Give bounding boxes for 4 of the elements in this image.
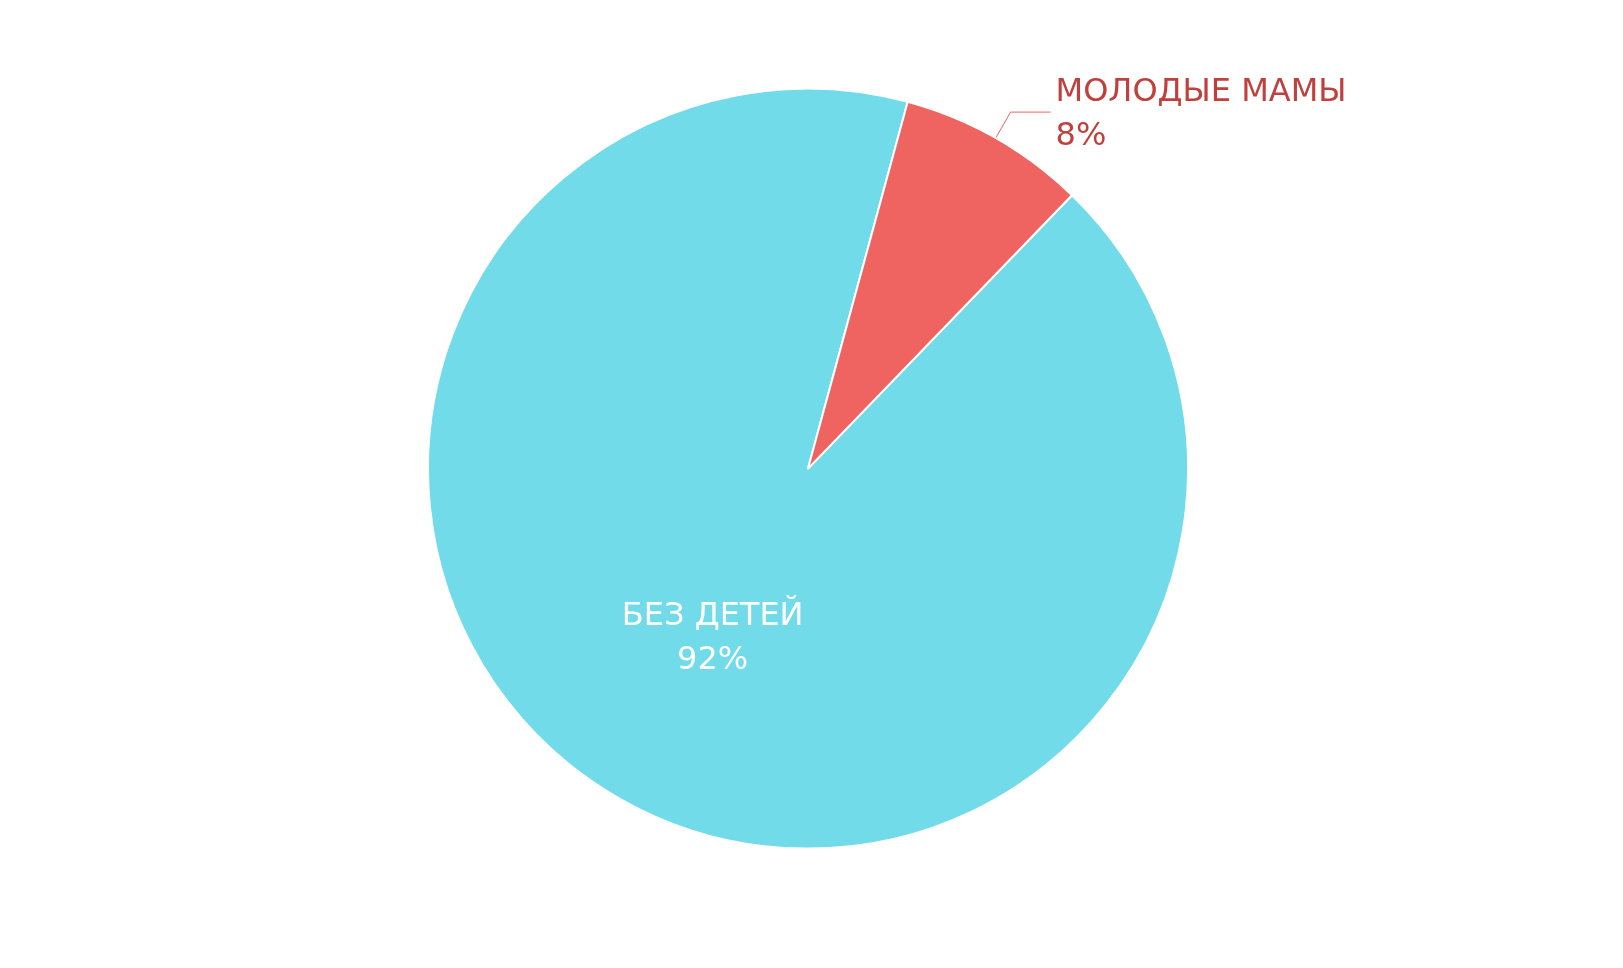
slice-label: БЕЗ ДЕТЕЙ bbox=[621, 595, 804, 634]
data-label: 92% bbox=[677, 639, 749, 678]
data-label: 8% bbox=[1055, 115, 1107, 154]
slice-label: МОЛОДЫЕ МАМЫ bbox=[1055, 71, 1347, 110]
